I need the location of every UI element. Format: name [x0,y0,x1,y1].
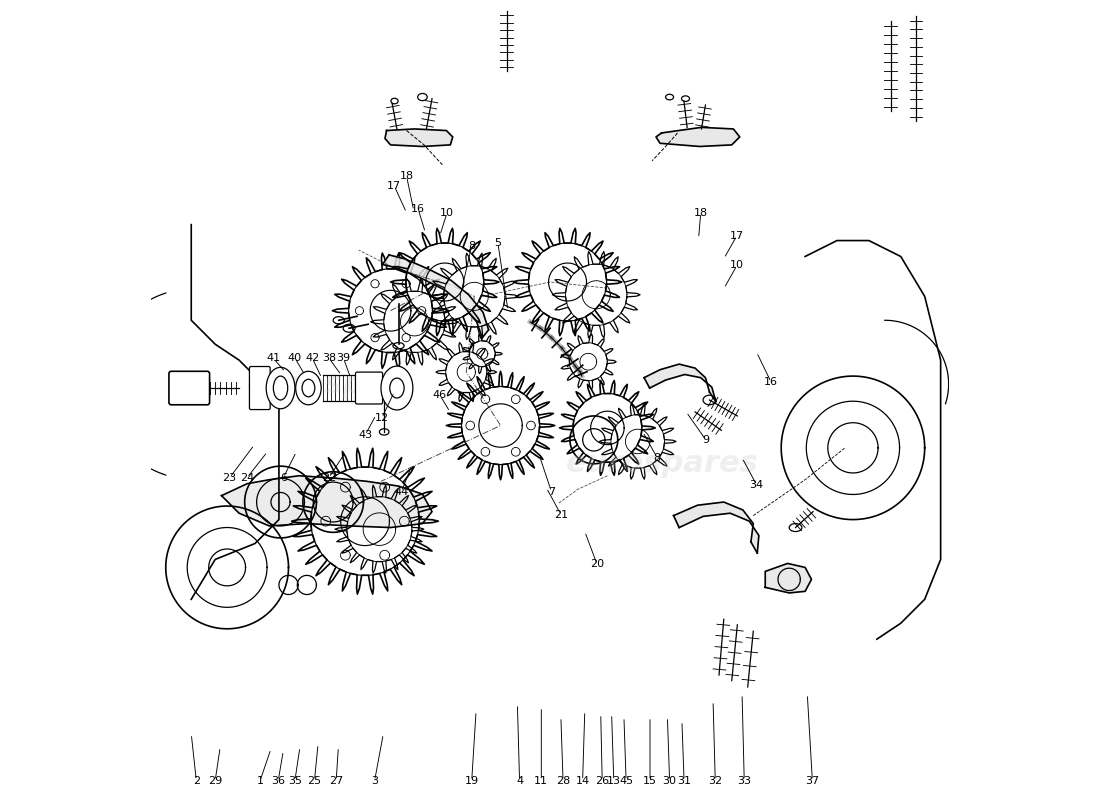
Text: 7: 7 [548,486,556,497]
Text: 31: 31 [678,776,691,786]
Text: 46: 46 [432,390,447,400]
Polygon shape [221,476,432,527]
Text: 19: 19 [464,776,478,786]
Ellipse shape [703,395,716,405]
Text: 18: 18 [694,208,707,218]
Ellipse shape [389,378,404,398]
Text: 11: 11 [535,776,548,786]
Polygon shape [673,502,759,553]
Polygon shape [656,127,739,146]
Text: 17: 17 [387,181,402,190]
Text: 29: 29 [208,776,222,786]
Text: 40: 40 [288,353,302,363]
Text: eurospares: eurospares [565,450,759,478]
Text: 6: 6 [279,473,287,482]
Ellipse shape [789,523,802,531]
Ellipse shape [379,429,389,435]
Text: 3: 3 [371,776,378,786]
Ellipse shape [333,317,344,324]
Text: 34: 34 [749,480,763,490]
Text: 32: 32 [708,776,723,786]
Text: 21: 21 [553,510,568,520]
Text: 2: 2 [192,776,200,786]
Polygon shape [383,255,488,338]
Text: 23: 23 [222,473,236,482]
Text: 10: 10 [440,208,454,218]
Text: 15: 15 [644,776,657,786]
Text: 20: 20 [590,559,604,570]
Ellipse shape [266,367,295,409]
Text: 36: 36 [272,776,285,786]
Text: 45: 45 [619,776,634,786]
Text: 22: 22 [322,473,337,482]
Ellipse shape [393,342,404,349]
Text: 1: 1 [256,776,264,786]
Text: 43: 43 [359,430,372,440]
Text: 18: 18 [399,170,414,181]
Text: 35: 35 [288,776,301,786]
Text: 24: 24 [240,473,254,482]
Ellipse shape [418,94,427,101]
Polygon shape [766,563,812,593]
Text: 30: 30 [662,776,676,786]
FancyBboxPatch shape [250,366,271,410]
Ellipse shape [274,376,288,400]
Ellipse shape [682,96,690,102]
Text: 17: 17 [730,230,744,241]
Polygon shape [385,129,453,146]
Text: 14: 14 [575,776,590,786]
Text: 13: 13 [607,776,620,786]
Text: 25: 25 [307,776,321,786]
Text: 26: 26 [595,776,609,786]
Text: 33: 33 [737,776,751,786]
Text: 5: 5 [494,238,502,247]
Text: 16: 16 [764,377,778,387]
Text: 9: 9 [702,435,710,445]
Text: 8: 8 [469,241,475,250]
Text: 42: 42 [305,353,319,363]
Text: 28: 28 [556,776,570,786]
Text: 8: 8 [653,453,661,462]
Text: 16: 16 [411,204,425,214]
Ellipse shape [390,98,398,104]
Ellipse shape [666,94,673,100]
Ellipse shape [302,379,315,397]
Polygon shape [645,364,716,402]
Text: 38: 38 [322,353,335,363]
Text: eurospar: eurospar [248,370,402,398]
Ellipse shape [296,371,321,405]
Text: 4: 4 [516,776,524,786]
Text: 41: 41 [266,353,280,363]
FancyBboxPatch shape [169,371,210,405]
Ellipse shape [381,366,412,410]
FancyBboxPatch shape [355,372,383,404]
Text: 37: 37 [805,776,820,786]
Text: 12: 12 [375,413,389,423]
Text: 10: 10 [730,261,744,270]
Ellipse shape [343,324,355,332]
Text: 44: 44 [394,486,408,497]
Text: 39: 39 [337,353,351,363]
Text: 27: 27 [329,776,343,786]
